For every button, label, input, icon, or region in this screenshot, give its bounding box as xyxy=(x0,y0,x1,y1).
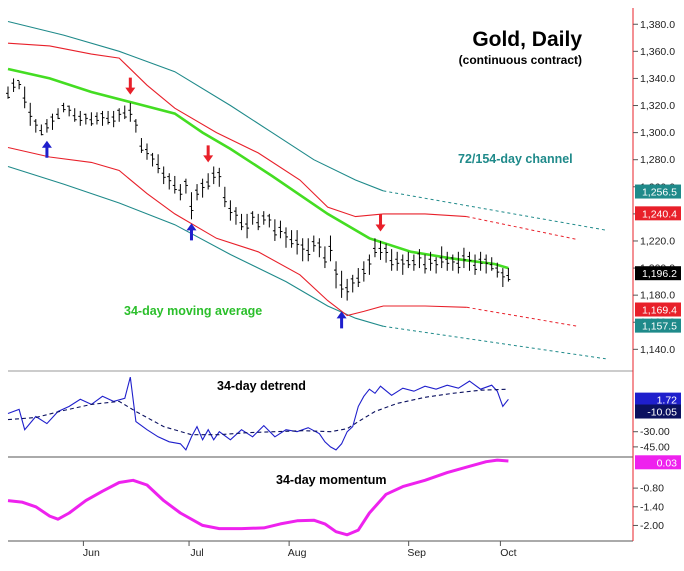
down-arrow-icon xyxy=(125,77,136,95)
y-tick-label: 1,180.0 xyxy=(640,290,675,302)
last-value-badge xyxy=(635,455,681,470)
series-line-momentum xyxy=(7,458,509,537)
last-value-label: 0.03 xyxy=(657,457,678,469)
y-tick-label: -1.40 xyxy=(640,501,664,513)
last-value-badge xyxy=(635,302,681,317)
last-value-badge xyxy=(635,404,681,419)
last-value-label: 1,196.2 xyxy=(642,268,677,280)
down-arrow-icon xyxy=(203,145,214,163)
chart-subtitle: (continuous contract) xyxy=(459,53,582,67)
channel-annotation: 72/154-day channel xyxy=(458,152,573,166)
up-arrow-icon xyxy=(41,140,52,158)
last-value-badge xyxy=(635,318,681,333)
y-tick-label: 1,220.0 xyxy=(640,235,675,247)
projection-line-4 xyxy=(383,325,606,360)
x-tick-label: Oct xyxy=(500,547,516,559)
projection-line-1 xyxy=(383,190,606,231)
last-value-label: 1,240.4 xyxy=(642,208,677,220)
x-tick-label: Aug xyxy=(288,547,307,559)
y-tick-label: -2.00 xyxy=(640,520,664,532)
last-value-label: 1,169.4 xyxy=(642,305,677,317)
last-value-badge xyxy=(635,184,681,199)
y-tick-label: -45.00 xyxy=(640,441,670,453)
series-line-inner-lower-band xyxy=(7,146,467,317)
last-value-label: -10.05 xyxy=(647,407,677,419)
last-value-label: 1,157.5 xyxy=(642,321,677,333)
x-tick-label: Jun xyxy=(83,547,100,559)
series-line-inner-upper-band xyxy=(7,42,467,218)
y-tick-label: -0.80 xyxy=(640,483,664,495)
y-tick-label: 1,340.0 xyxy=(640,73,675,85)
last-value-badge xyxy=(635,206,681,221)
y-tick-label: 1,300.0 xyxy=(640,127,675,139)
y-tick-label: 1,380.0 xyxy=(640,19,675,31)
moving-average-annotation: 34-day moving average xyxy=(124,304,262,318)
series-line-detrend-average xyxy=(7,388,509,436)
y-tick-label: 1,320.0 xyxy=(640,100,675,112)
series-line-outer-upper-band xyxy=(7,20,384,192)
up-arrow-icon xyxy=(336,311,347,329)
x-tick-label: Sep xyxy=(407,547,426,559)
last-value-badge xyxy=(635,392,681,407)
up-arrow-icon xyxy=(186,223,197,241)
last-value-label: 1.72 xyxy=(657,395,678,407)
momentum-label: 34-day momentum xyxy=(276,473,386,487)
last-value-badge xyxy=(635,266,681,281)
y-tick-label: 1,140.0 xyxy=(640,344,675,356)
last-value-label: 1,256.5 xyxy=(642,187,677,199)
projection-line-3 xyxy=(466,306,578,327)
chart-title: Gold, Daily xyxy=(472,28,582,51)
projection-line-2 xyxy=(466,216,579,241)
series-line-detrend xyxy=(7,376,509,451)
down-arrow-icon xyxy=(375,214,386,232)
y-tick-label: -30.00 xyxy=(640,426,670,438)
series-line-34-day-moving-average xyxy=(7,67,509,270)
x-tick-label: Jul xyxy=(190,547,203,559)
y-tick-label: 1,280.0 xyxy=(640,154,675,166)
y-tick-label: 1,360.0 xyxy=(640,46,675,58)
detrend-label: 34-day detrend xyxy=(217,379,306,393)
